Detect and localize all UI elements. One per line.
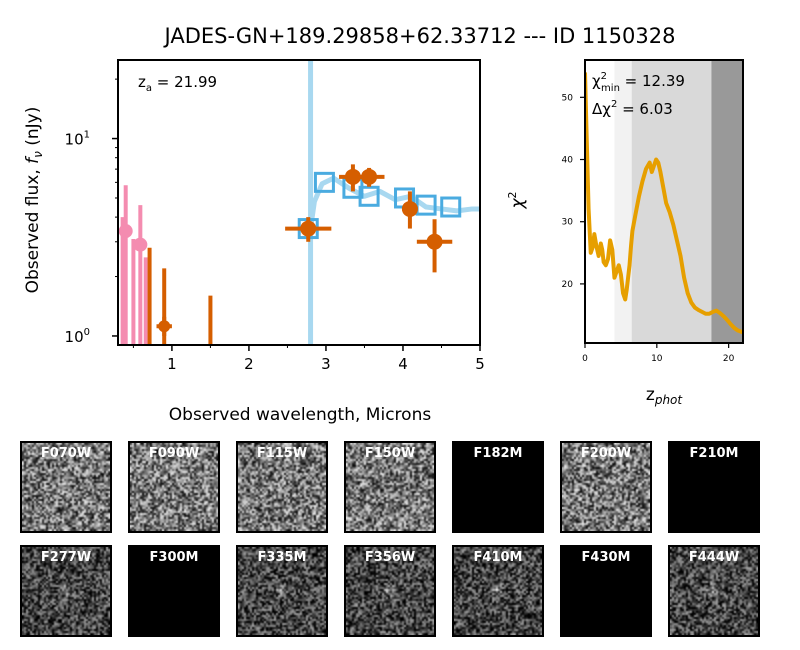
chi2-plot-area bbox=[585, 60, 743, 343]
sed-y-tick-exponent: 1 bbox=[84, 130, 90, 141]
stamp-f430m: F430M bbox=[560, 545, 652, 637]
chi2-frame bbox=[584, 59, 744, 344]
stamp-noise-image bbox=[562, 443, 650, 531]
sed-x-tick-label: 4 bbox=[398, 355, 408, 373]
sed-y-axis-label: Observed flux, fν (nJy) bbox=[23, 107, 45, 294]
stamp-noise-image bbox=[346, 547, 434, 635]
detection-point bbox=[300, 220, 317, 237]
stamp-noise-image bbox=[22, 547, 110, 635]
stamp-filter-label: F070W bbox=[40, 446, 92, 461]
detection-point bbox=[401, 200, 418, 217]
detection-point bbox=[361, 168, 378, 185]
stamp-f200w: F200W bbox=[560, 441, 652, 533]
chi2-y-tick-label: 30 bbox=[562, 218, 574, 228]
stamp-filter-label: F356W bbox=[364, 550, 416, 565]
stamp-f277w: F277W bbox=[20, 545, 112, 637]
stamp-filter-label: F115W bbox=[256, 446, 308, 461]
stamp-filter-label: F210M bbox=[689, 446, 739, 461]
stamp-filter-label: F150W bbox=[364, 446, 416, 461]
chi2-axes: 0 10 20 20 30 40 50 bbox=[562, 93, 735, 364]
stamp-filter-label: F335M bbox=[257, 550, 307, 565]
sed-x-tick-label: 2 bbox=[244, 355, 254, 373]
stamp-f182m: F182M bbox=[452, 441, 544, 533]
model-photometry-square bbox=[313, 171, 335, 193]
sed-x-tick-label: 5 bbox=[475, 355, 485, 373]
stamp-noise-image bbox=[238, 547, 326, 635]
sed-x-axis-label: Observed wavelength, Microns bbox=[169, 405, 432, 425]
chi2-y-tick-label: 50 bbox=[562, 93, 574, 103]
sed-y-tick-label: 100 bbox=[65, 327, 90, 346]
stamp-f335m: F335M bbox=[236, 545, 328, 637]
redshift-shaded-range bbox=[631, 60, 712, 343]
redshift-shaded-range bbox=[711, 60, 743, 343]
sed-y-tick-exponent: 0 bbox=[84, 327, 90, 338]
delta-chi2-legend: Δχ2 = 6.03 bbox=[592, 99, 673, 118]
detection-point bbox=[426, 233, 443, 250]
stamp-noise-image bbox=[238, 443, 326, 531]
chi2-x-tick-label: 10 bbox=[651, 354, 663, 364]
stamp-filter-label: F300M bbox=[149, 550, 199, 565]
chi2-y-tick-label: 20 bbox=[562, 280, 574, 290]
chi2-x-axis-label: zphot bbox=[646, 385, 684, 407]
figure-title: JADES-GN+189.29858+62.33712 --- ID 11503… bbox=[163, 24, 676, 48]
chi2-panel: 0 10 20 20 30 40 50 χ2 min = 12.39 Δχ2 = 6.03 z… bbox=[506, 59, 744, 407]
model-photometry-square bbox=[358, 185, 380, 207]
detection-point bbox=[344, 168, 361, 185]
upper-limit-point bbox=[133, 237, 148, 252]
stamp-noise-image bbox=[670, 547, 758, 635]
sed-frame bbox=[117, 59, 481, 346]
stamp-noise-image bbox=[346, 443, 434, 531]
stamp-filter-label: F430M bbox=[581, 550, 631, 565]
stamp-f070w: F070W bbox=[20, 441, 112, 533]
stamp-filter-label: F182M bbox=[473, 446, 523, 461]
chi2-y-axis-label: χ2 bbox=[506, 191, 528, 209]
stamp-noise-image bbox=[22, 443, 110, 531]
stamp-filter-label: F277W bbox=[40, 550, 92, 565]
stamp-filter-label: F090W bbox=[148, 446, 200, 461]
sed-plot-area bbox=[118, 60, 480, 345]
model-photometry-square bbox=[415, 194, 437, 216]
sed-x-tick-label: 1 bbox=[167, 355, 177, 373]
sed-annotation: za = 21.99 bbox=[138, 73, 217, 94]
stamp-noise-image bbox=[454, 547, 542, 635]
upper-limit-point bbox=[118, 224, 133, 239]
stamp-f090w: F090W bbox=[128, 441, 220, 533]
sed-y-tick-label: 101 bbox=[65, 130, 90, 149]
stamp-f210m: F210M bbox=[668, 441, 760, 533]
chi2-x-tick-label: 20 bbox=[723, 354, 735, 364]
chi2-y-tick-label: 40 bbox=[562, 156, 574, 166]
stamp-f356w: F356W bbox=[344, 545, 436, 637]
stamp-f444w: F444W bbox=[668, 545, 760, 637]
stamp-filter-label: F410M bbox=[473, 550, 523, 565]
sed-x-tick-label: 3 bbox=[321, 355, 331, 373]
stamp-filter-label: F200W bbox=[580, 446, 632, 461]
chi2-min-legend: χ2 min = 12.39 bbox=[592, 71, 685, 94]
stamp-noise-image bbox=[130, 443, 218, 531]
chi2-x-tick-label: 0 bbox=[582, 354, 588, 364]
model-photometry-square bbox=[440, 196, 462, 218]
sed-y-tick-base: 10 bbox=[65, 328, 84, 346]
sed-y-tick-base: 10 bbox=[65, 131, 84, 149]
stamp-filter-label: F444W bbox=[688, 550, 740, 565]
stamp-f410m: F410M bbox=[452, 545, 544, 637]
template-spectrum-line bbox=[308, 175, 480, 229]
faint-point bbox=[158, 320, 171, 333]
stamp-f115w: F115W bbox=[236, 441, 328, 533]
stamp-f300m: F300M bbox=[128, 545, 220, 637]
chi2-curve bbox=[585, 72, 743, 335]
stamp-f150w: F150W bbox=[344, 441, 436, 533]
